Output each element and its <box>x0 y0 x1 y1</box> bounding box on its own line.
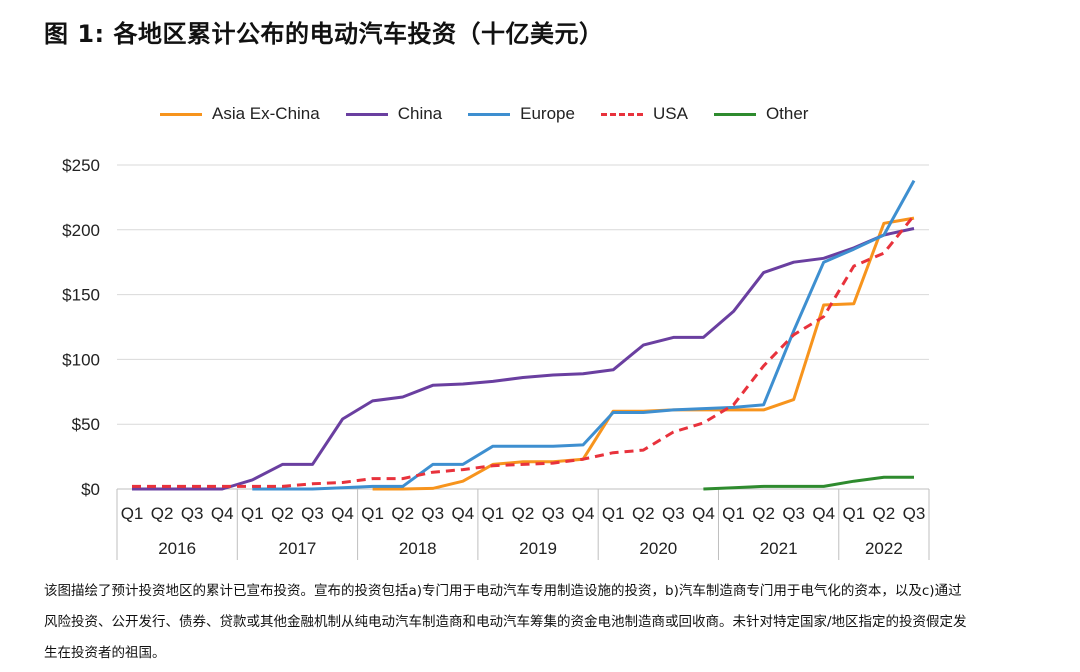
series-line-europe <box>252 179 916 491</box>
year-label: 2016 <box>158 539 196 558</box>
year-label: 2017 <box>279 539 317 558</box>
legend-swatch <box>713 112 756 116</box>
year-label: 2019 <box>519 539 557 558</box>
y-tick-label: $200 <box>62 221 100 240</box>
legend-swatch <box>468 112 511 116</box>
quarter-label: Q3 <box>181 504 204 523</box>
y-tick-label: $250 <box>62 156 100 175</box>
legend-label: China <box>397 104 443 123</box>
year-label: 2021 <box>760 539 798 558</box>
quarter-label: Q3 <box>782 504 805 523</box>
quarter-label: Q1 <box>602 504 625 523</box>
quarter-label: Q1 <box>722 504 745 523</box>
line-chart: $0 $50 $100 $150 $200 $250 2016 2017 2018 2019 202… <box>62 156 930 560</box>
year-label: 2020 <box>639 539 677 558</box>
quarter-label: Q3 <box>421 504 444 523</box>
legend-item-china: China <box>345 104 443 124</box>
series-line-china <box>132 227 915 491</box>
legend-swatch <box>600 112 643 116</box>
legend-item-other: Other <box>713 104 809 124</box>
quarter-label: Q3 <box>903 504 926 523</box>
chart-legend: Asia Ex-China China Europe USA Other <box>160 104 834 124</box>
figure-caption: 该图描绘了预计投资地区的累计已宣布投资。宣布的投资包括a)专门用于电动汽车专用制… <box>44 583 967 661</box>
quarter-label: Q2 <box>512 504 535 523</box>
y-tick-label: $0 <box>81 480 100 499</box>
y-tick-label: $50 <box>72 415 100 434</box>
legend-label: USA <box>652 104 688 123</box>
figure-title: 图 1: 各地区累计公布的电动汽车投资（十亿美元） <box>44 20 604 48</box>
quarter-label: Q3 <box>662 504 685 523</box>
legend-label: Asia Ex-China <box>212 104 320 123</box>
quarter-label: Q1 <box>842 504 865 523</box>
legend-swatch <box>345 112 388 116</box>
legend-label: Europe <box>520 104 575 123</box>
legend-item-usa: USA <box>600 104 688 124</box>
quarter-label: Q4 <box>692 504 715 523</box>
quarter-label: Q4 <box>331 504 354 523</box>
legend-item-europe: Europe <box>468 104 575 124</box>
series-line-usa <box>132 214 916 488</box>
year-label: 2022 <box>865 539 903 558</box>
quarter-label: Q1 <box>361 504 384 523</box>
quarter-label: Q4 <box>452 504 475 523</box>
legend-item-asia-ex-china: Asia Ex-China <box>160 104 320 124</box>
quarter-label: Q1 <box>482 504 505 523</box>
quarter-label: Q2 <box>632 504 655 523</box>
quarter-label: Q4 <box>572 504 595 523</box>
quarter-label: Q4 <box>812 504 835 523</box>
y-tick-label: $100 <box>62 350 100 369</box>
quarter-label: Q3 <box>301 504 324 523</box>
legend-swatch <box>160 112 202 116</box>
quarter-label: Q2 <box>391 504 414 523</box>
quarter-label: Q2 <box>752 504 775 523</box>
quarter-label: Q1 <box>121 504 144 523</box>
y-tick-label: $150 <box>62 286 100 305</box>
year-label: 2018 <box>399 539 437 558</box>
series-line-other <box>703 475 914 491</box>
legend-label: Other <box>765 104 809 123</box>
quarter-label: Q2 <box>271 504 294 523</box>
quarter-label: Q4 <box>211 504 234 523</box>
quarter-label: Q2 <box>151 504 174 523</box>
quarter-label: Q2 <box>873 504 896 523</box>
quarter-label: Q3 <box>542 504 565 523</box>
quarter-label: Q1 <box>241 504 264 523</box>
